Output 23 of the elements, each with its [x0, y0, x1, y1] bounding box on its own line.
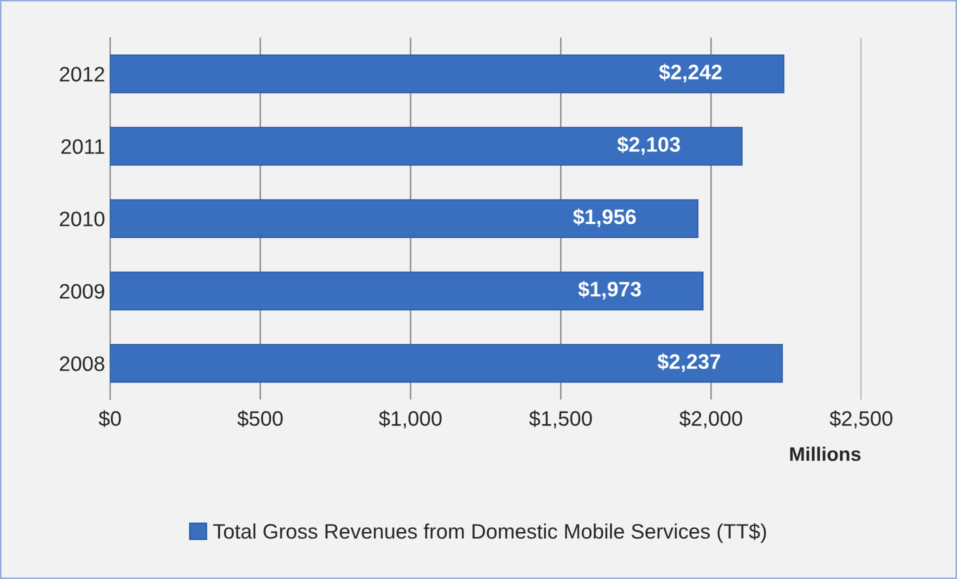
data-label: $2,103	[617, 136, 680, 155]
bar	[110, 54, 784, 94]
data-label: $2,242	[659, 64, 722, 82]
x-tick-label: $2,000	[679, 410, 742, 428]
data-label: $1,973	[578, 280, 641, 300]
y-tick-label: 2010	[60, 212, 104, 226]
x-axis-title: Millions	[790, 446, 861, 461]
x-tick-label: $1,500	[529, 410, 592, 428]
bar	[110, 126, 743, 166]
x-tick-label: $1,000	[378, 410, 442, 428]
x-tick-label: $2,500	[830, 410, 892, 428]
data-label: $1,956	[573, 208, 636, 228]
bar	[110, 272, 704, 310]
y-tick-label: 2011	[61, 139, 104, 154]
y-tick-label: 2008	[60, 356, 104, 372]
x-tick-label: $500	[237, 410, 283, 428]
bar	[110, 344, 783, 383]
bar	[110, 199, 698, 238]
y-tick-label: 2009	[60, 284, 104, 299]
data-label: $2,237	[658, 353, 720, 372]
legend-label: Total Gross Revenues from Domestic Mobile Services (TT$)	[213, 523, 766, 543]
x-tick-label: $0	[98, 410, 121, 428]
y-tick-label: 2012	[60, 66, 104, 82]
